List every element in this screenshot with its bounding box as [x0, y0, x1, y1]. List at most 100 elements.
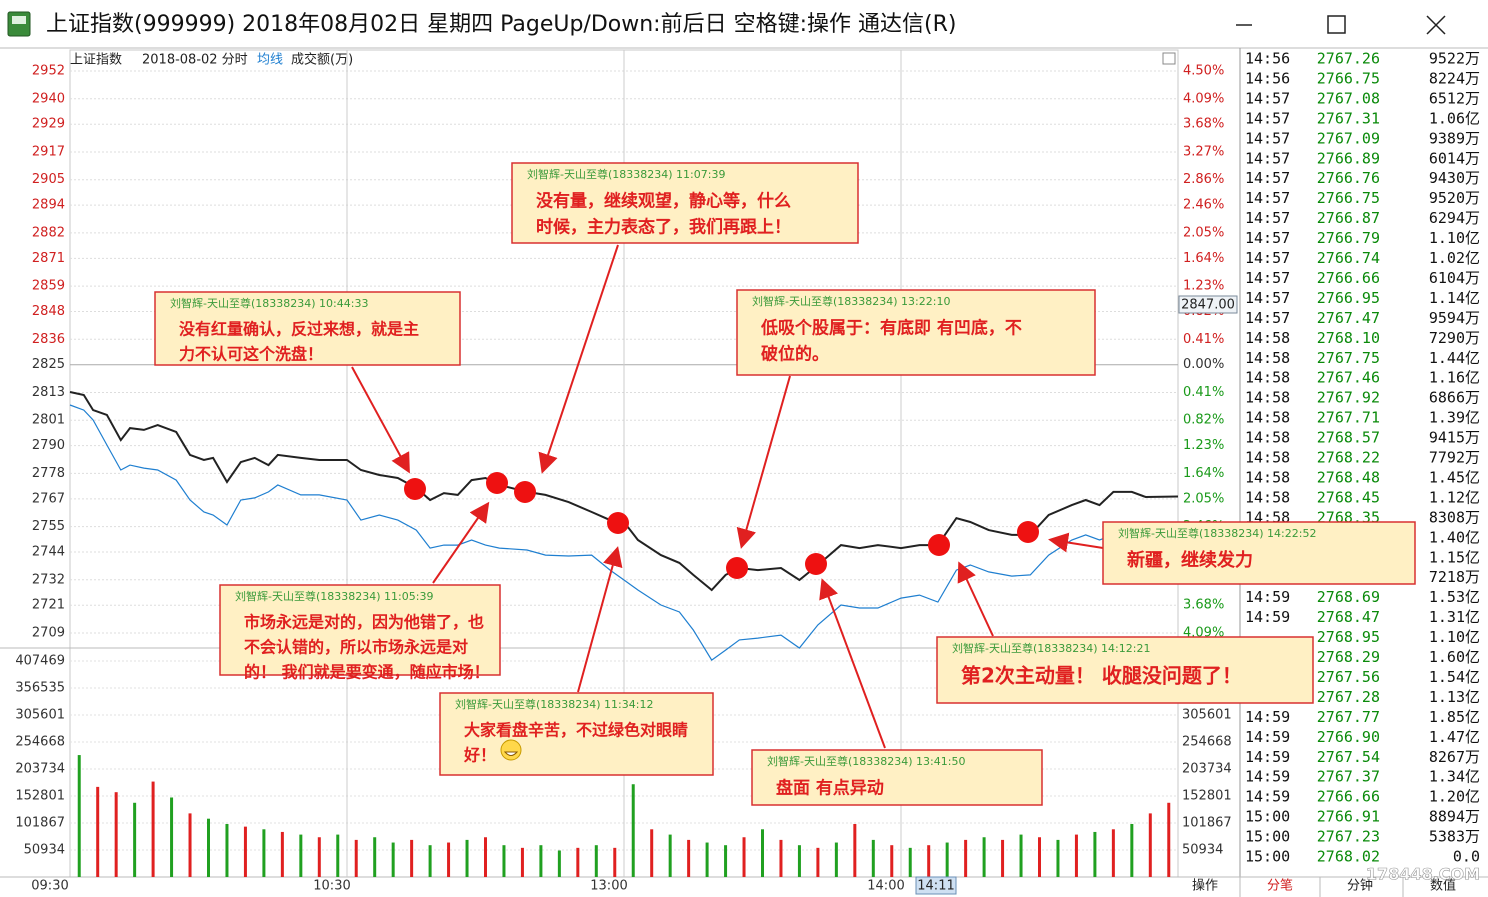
annotation-box — [219, 584, 501, 676]
volume-bar — [890, 845, 894, 877]
y-tick-label: 2871 — [32, 251, 65, 266]
tick-volume: 9389万 — [1429, 129, 1480, 147]
y2-tick-label: 0.82% — [1183, 413, 1224, 428]
volume-tick-label-right: 305601 — [1182, 708, 1232, 723]
tick-price: 2766.95 — [1317, 289, 1380, 307]
y2-tick-label: 2.05% — [1183, 491, 1224, 506]
tab-button[interactable]: 数值 — [1430, 878, 1456, 894]
tick-volume: 1.60亿 — [1429, 648, 1480, 666]
y-tick-label: 2744 — [32, 545, 65, 560]
signal-dot — [1017, 521, 1039, 543]
volume-bar — [945, 842, 949, 877]
volume-bar — [594, 845, 598, 877]
volume-bar — [834, 842, 838, 877]
price-line — [69, 391, 1179, 592]
volume-bar — [761, 829, 764, 877]
annotation-text: 盘面 有点异动 — [776, 778, 884, 799]
volume-bar — [871, 839, 875, 877]
y2-tick-label: 1.64% — [1183, 466, 1224, 481]
tick-price: 2766.76 — [1317, 169, 1380, 187]
volume-tick-label: 305601 — [15, 708, 65, 723]
annotation-arrow — [432, 501, 490, 584]
volume-bar — [336, 834, 340, 877]
volume-bar — [465, 839, 469, 877]
volume-bar — [170, 797, 174, 877]
tick-price: 2767.92 — [1317, 389, 1380, 407]
panel-icon[interactable] — [1162, 52, 1176, 65]
tick-time: 15:00 — [1245, 808, 1290, 826]
tick-time: 14:57 — [1245, 169, 1290, 187]
tick-time: 14:57 — [1245, 189, 1290, 207]
emoji-face — [500, 739, 522, 761]
y2-tick-label: 3.68% — [1183, 117, 1224, 132]
tab-button[interactable]: 操作 — [1192, 878, 1218, 894]
tick-volume: 9522万 — [1429, 50, 1480, 68]
volume-bar — [1111, 829, 1115, 877]
y-tick-label: 2825 — [32, 357, 65, 372]
time-badge — [915, 876, 957, 895]
tick-price: 2768.22 — [1317, 449, 1380, 467]
y-tick-label: 2859 — [32, 279, 65, 294]
volume-bar — [280, 831, 284, 877]
tick-time: 14:57 — [1245, 129, 1290, 147]
annotation-box — [154, 291, 461, 366]
tick-price: 2767.09 — [1317, 129, 1380, 147]
tick-volume: 1.54亿 — [1429, 668, 1480, 686]
signal-dot — [805, 553, 827, 575]
y2-tick-label: 2.05% — [1183, 225, 1224, 240]
volume-bar — [853, 823, 857, 877]
volume-bar — [447, 842, 451, 877]
volume-bar — [77, 755, 81, 877]
tick-time: 14:59 — [1245, 728, 1290, 746]
y-tick-label: 2882 — [32, 225, 65, 240]
tick-volume: 7290万 — [1429, 329, 1480, 347]
tick-time: 14:59 — [1245, 748, 1290, 766]
volume-tick-label: 407469 — [15, 654, 65, 669]
volume-bar — [410, 839, 414, 877]
tick-time: 14:56 — [1245, 50, 1290, 68]
tick-volume: 1.13亿 — [1429, 688, 1480, 706]
volume-bar — [188, 813, 192, 877]
tab-button[interactable]: 分钟 — [1347, 878, 1373, 894]
volume-bar — [1074, 834, 1078, 877]
tick-time: 14:57 — [1245, 229, 1290, 247]
tick-price: 2767.77 — [1317, 708, 1380, 726]
tick-price: 2767.28 — [1317, 688, 1380, 706]
tick-volume: 7792万 — [1429, 449, 1480, 467]
volume-bar — [151, 781, 155, 877]
tab-button[interactable]: 分笔 — [1267, 878, 1293, 894]
tick-price: 2766.90 — [1317, 728, 1380, 746]
close-button[interactable] — [1426, 15, 1446, 35]
tick-time: 14:59 — [1245, 708, 1290, 726]
tick-time: 14:57 — [1245, 209, 1290, 227]
volume-bar — [816, 847, 820, 877]
x-tick-label: 09:30 — [31, 879, 68, 894]
annotation-text: 新疆，继续发力 — [1127, 549, 1253, 571]
tick-time: 14:58 — [1245, 429, 1290, 447]
tick-volume: 9520万 — [1429, 189, 1480, 207]
volume-bar — [484, 837, 487, 877]
annotation-box — [511, 162, 859, 244]
volume-bar — [133, 802, 137, 877]
annotation-box — [751, 749, 1043, 806]
tick-time: 15:00 — [1245, 848, 1290, 866]
volume-tick-label: 254668 — [15, 735, 65, 750]
y2-tick-label: 4.09% — [1183, 91, 1224, 106]
y-tick-label: 2767 — [32, 491, 65, 506]
volume-bar — [982, 837, 986, 877]
emoji-smile — [503, 751, 519, 756]
maximize-button[interactable] — [1327, 15, 1346, 34]
y2-tick-label: 3.27% — [1183, 144, 1224, 159]
annotation-author: 刘智辉-天山至尊(18338234) 14:22:52 — [1118, 526, 1316, 540]
tick-time: 14:59 — [1245, 768, 1290, 786]
y-tick-label: 2894 — [32, 198, 65, 213]
time-badge-text: 14:11 — [917, 879, 954, 894]
header-name: 上证指数 — [70, 53, 122, 68]
annotation-text: 第2次主动量！ 收腿没问题了！ — [961, 664, 1242, 688]
y-tick-label: 2929 — [32, 117, 65, 132]
volume-bar — [779, 839, 783, 877]
tick-time: 14:57 — [1245, 89, 1290, 107]
tick-time: 14:57 — [1245, 289, 1290, 307]
tick-time: 14:57 — [1245, 309, 1290, 327]
